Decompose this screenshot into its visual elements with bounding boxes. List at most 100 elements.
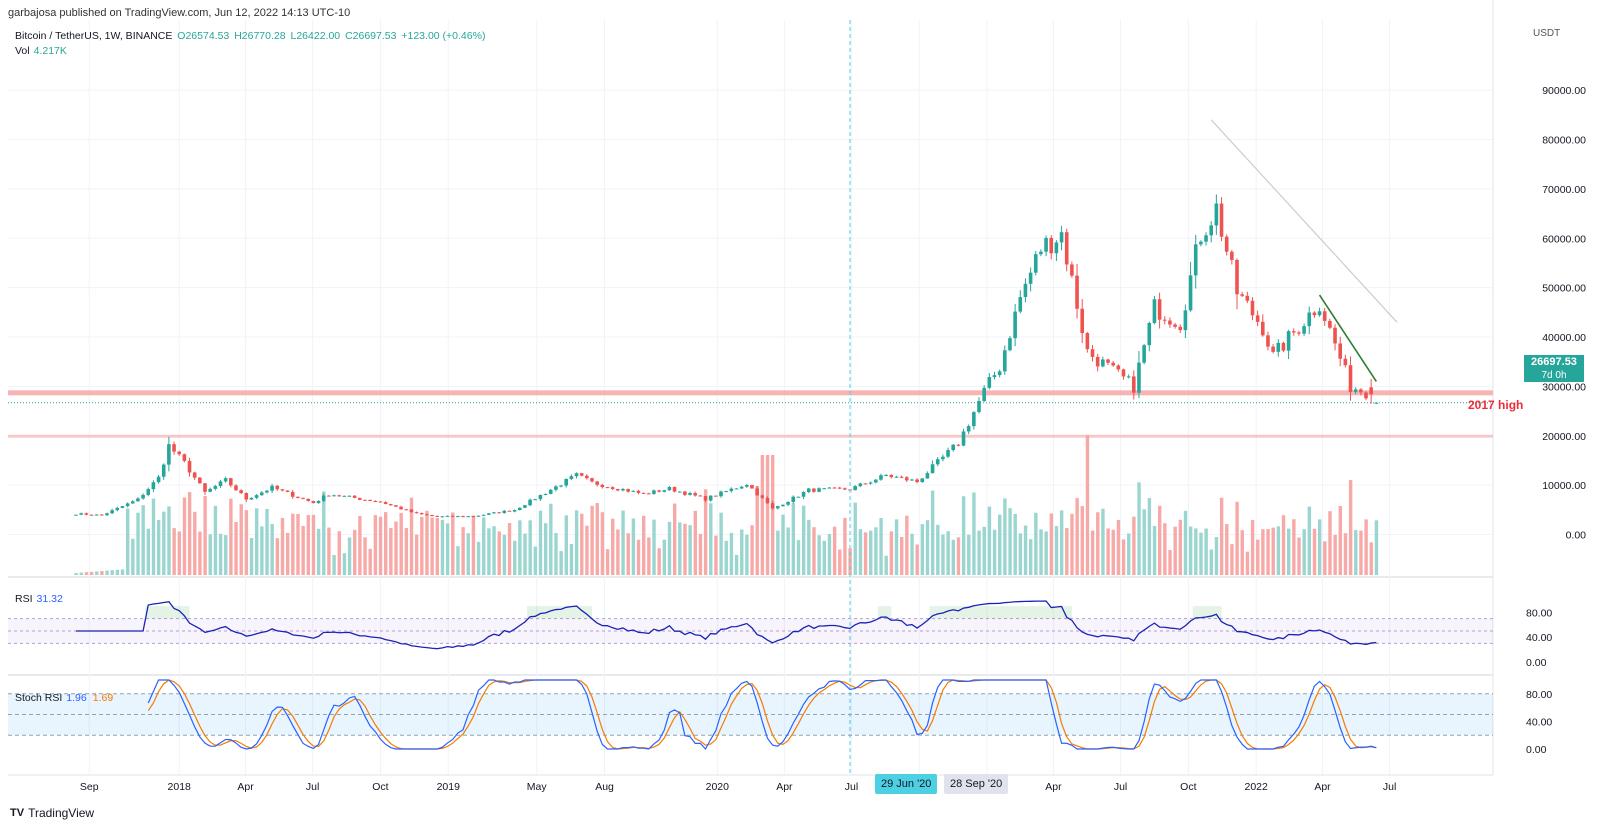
- candle-body: [941, 456, 945, 460]
- volume-bar: [404, 527, 409, 575]
- candle-body: [781, 504, 785, 507]
- volume-bar: [151, 498, 156, 575]
- volume-bar: [626, 533, 630, 575]
- candle-body: [1142, 345, 1146, 363]
- volume-bar: [79, 572, 83, 575]
- ohlc-close: C26697.53: [345, 30, 397, 42]
- candle-body: [1137, 362, 1141, 393]
- candle-body: [538, 494, 543, 500]
- volume-bar: [786, 527, 790, 575]
- candle-body: [394, 505, 398, 507]
- volume-legend[interactable]: Vol 4.217K: [15, 45, 67, 57]
- candle-body: [858, 483, 863, 487]
- candle-body: [1245, 295, 1250, 301]
- volume-bar: [420, 516, 424, 575]
- hover-date-pill: 28 Sep '20: [944, 774, 1009, 794]
- volume-bar: [162, 511, 166, 575]
- candle-body: [388, 504, 393, 506]
- volume-bar: [146, 528, 151, 575]
- candle-body: [456, 516, 460, 518]
- volume-bar: [915, 544, 919, 575]
- stoch-d-value: 1.69: [92, 692, 114, 704]
- volume-bar: [492, 526, 496, 575]
- candle-body: [652, 490, 656, 494]
- candle-body: [1090, 349, 1095, 357]
- volume-bar: [1013, 513, 1017, 575]
- volume-bar: [409, 497, 414, 575]
- volume-bar: [894, 519, 899, 575]
- candle-body: [904, 477, 909, 481]
- candle-body: [925, 473, 930, 479]
- volume-bar: [1127, 533, 1131, 575]
- candle-body: [1338, 343, 1342, 359]
- volume-bar: [74, 573, 78, 575]
- time-tick-label: Apr: [1045, 781, 1062, 793]
- volume-bar: [1343, 533, 1348, 575]
- volume-bar: [1090, 530, 1095, 575]
- volume-bar: [244, 510, 249, 575]
- candle-body: [693, 493, 697, 496]
- volume-bar: [543, 523, 548, 575]
- volume-bar: [662, 539, 667, 575]
- candle-body: [1168, 320, 1172, 325]
- volume-bar: [946, 531, 950, 575]
- volume-bar: [208, 534, 212, 575]
- candle-body: [275, 485, 280, 490]
- candle-body: [822, 488, 826, 490]
- volume-bar: [1225, 524, 1229, 575]
- candle-body: [208, 488, 212, 492]
- volume-bar: [389, 527, 393, 575]
- volume-bar: [1132, 516, 1136, 575]
- candle-body: [466, 516, 470, 518]
- candle-body: [244, 493, 249, 500]
- candle-body: [528, 499, 532, 506]
- volume-bar: [440, 519, 445, 575]
- volume-bar: [992, 529, 997, 575]
- candle-body: [1328, 320, 1332, 328]
- footer-brand[interactable]: TV TradingView: [10, 806, 94, 820]
- candle-body: [1028, 272, 1033, 284]
- volume-bar: [1065, 528, 1069, 575]
- volume-bar: [1333, 534, 1337, 575]
- volume-bar: [1328, 511, 1332, 575]
- candle-body: [1018, 297, 1023, 312]
- candle-body: [229, 478, 233, 486]
- volume-bar: [316, 528, 321, 575]
- candle-body: [698, 495, 703, 497]
- volume-bar: [982, 526, 986, 575]
- candle-body: [270, 485, 274, 491]
- candle-body: [1183, 310, 1188, 331]
- price-tick-label: 30000.00: [1542, 381, 1586, 393]
- volume-bar: [182, 497, 187, 575]
- volume-bar: [1369, 542, 1373, 575]
- volume-bar: [513, 540, 517, 575]
- volume-bar: [869, 530, 873, 575]
- volume-bar: [342, 553, 347, 575]
- volume-bar: [476, 541, 481, 575]
- volume-bar: [1096, 512, 1100, 575]
- candle-body: [1162, 319, 1167, 321]
- volume-bar: [368, 548, 372, 575]
- volume-bar: [337, 531, 341, 575]
- price-tick-label: 10000.00: [1542, 480, 1586, 492]
- volume-bar: [1111, 529, 1115, 575]
- candle-body: [1343, 358, 1348, 366]
- volume-bar: [1281, 515, 1286, 575]
- candle-body: [445, 515, 450, 517]
- candle-body: [1286, 331, 1291, 351]
- rsi-legend[interactable]: RSI 31.32: [15, 593, 63, 605]
- rsi-tick-label: 40.00: [1526, 632, 1552, 644]
- candle-body: [74, 514, 78, 516]
- candle-body: [1085, 333, 1090, 350]
- volume-bar: [358, 516, 362, 575]
- volume-bar: [683, 523, 687, 575]
- tradingview-logo-icon: TV: [10, 807, 25, 819]
- candle-body: [683, 491, 687, 495]
- candle-body: [161, 464, 166, 477]
- stoch-rsi-legend[interactable]: Stoch RSI 1.96 1.69: [15, 692, 113, 704]
- symbol-legend[interactable]: Bitcoin / TetherUS, 1W, BINANCE O26574.5…: [15, 30, 487, 42]
- candle-body: [512, 510, 517, 512]
- candle-body: [621, 489, 625, 491]
- volume-bar: [812, 527, 816, 575]
